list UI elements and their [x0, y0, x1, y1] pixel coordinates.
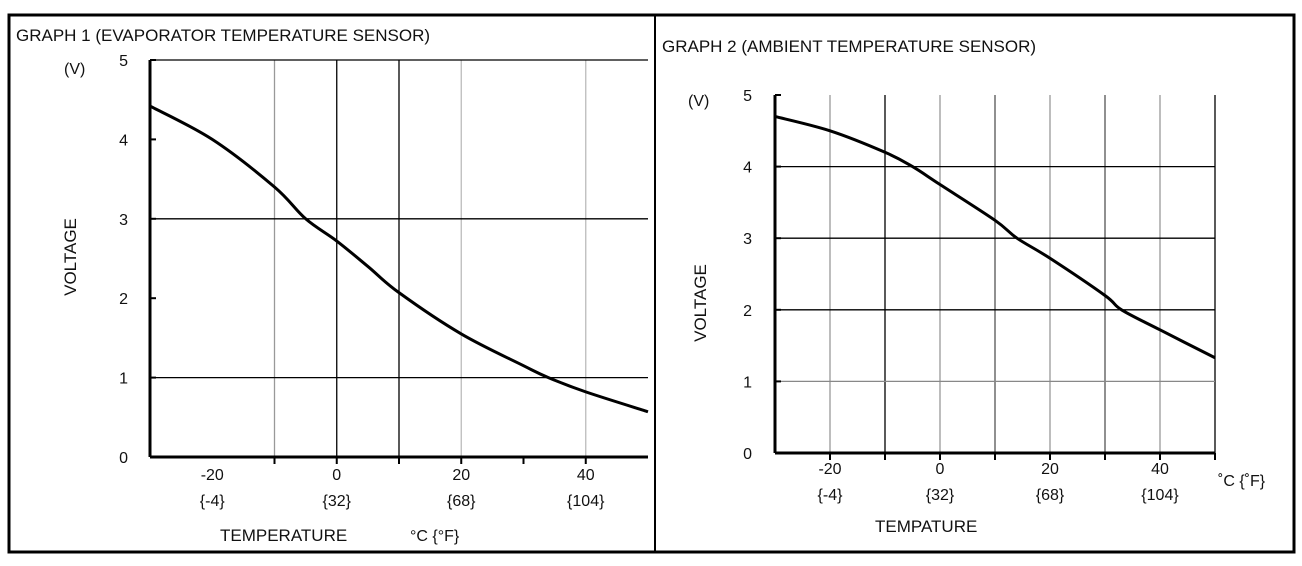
graph-2-x-unit: ˚C {˚F}	[1218, 473, 1266, 490]
x-tick-label-fahrenheit: {32}	[926, 487, 955, 504]
y-tick-label: 3	[119, 212, 128, 229]
y-tick-label: 3	[743, 231, 752, 248]
graph-1-x-unit: °C {°F}	[410, 528, 460, 545]
y-tick-label: 5	[743, 88, 752, 105]
y-tick-label: 0	[743, 446, 752, 463]
y-tick-label: 2	[743, 303, 752, 320]
voltage-curve	[149, 104, 649, 414]
y-tick-label: 1	[743, 374, 752, 391]
graph-2-x-label: TEMPATURE	[875, 517, 977, 536]
outer-frame	[7, 13, 1296, 554]
x-tick-label-celsius: 0	[936, 461, 945, 478]
x-tick-label-celsius: 40	[577, 467, 595, 484]
x-tick-label-fahrenheit: {68}	[1036, 487, 1065, 504]
x-tick-label-fahrenheit: {104}	[567, 493, 605, 510]
x-tick-label-celsius: -20	[818, 461, 841, 478]
graph-1-title: GRAPH 1 (EVAPORATOR TEMPERATURE SENSOR)	[16, 26, 430, 45]
y-tick-label: 4	[743, 160, 752, 177]
x-tick-label-fahrenheit: {32}	[323, 493, 352, 510]
voltage-curve	[774, 115, 1216, 360]
graph-2-y-label: VOLTAGE	[691, 264, 710, 342]
y-tick-label: 2	[119, 291, 128, 308]
graph-1-y-unit: (V)	[64, 61, 85, 78]
x-tick-label-celsius: 40	[1151, 461, 1169, 478]
x-tick-label-celsius: 20	[452, 467, 470, 484]
graph-2-y-unit: (V)	[688, 93, 709, 110]
x-tick-label-celsius: 20	[1041, 461, 1059, 478]
x-tick-label-celsius: -20	[201, 467, 224, 484]
x-tick-label-celsius: 0	[332, 467, 341, 484]
y-tick-label: 5	[119, 53, 128, 70]
graph-2-title: GRAPH 2 (AMBIENT TEMPERATURE SENSOR)	[662, 37, 1036, 56]
graph-2-ambient: GRAPH 2 (AMBIENT TEMPERATURE SENSOR) (V)…	[662, 37, 1266, 536]
y-tick-label: 0	[119, 450, 128, 467]
x-tick-label-fahrenheit: {104}	[1141, 487, 1179, 504]
x-tick-label-fahrenheit: {-4}	[818, 487, 844, 504]
graph-1-evaporator: GRAPH 1 (EVAPORATOR TEMPERATURE SENSOR) …	[16, 26, 649, 545]
x-tick-label-fahrenheit: {-4}	[200, 493, 226, 510]
x-tick-label-fahrenheit: {68}	[447, 493, 476, 510]
graph-1-y-label: VOLTAGE	[61, 218, 80, 296]
y-tick-label: 1	[119, 371, 128, 388]
y-tick-label: 4	[119, 132, 128, 149]
graph-1-x-label: TEMPERATURE	[220, 526, 347, 545]
